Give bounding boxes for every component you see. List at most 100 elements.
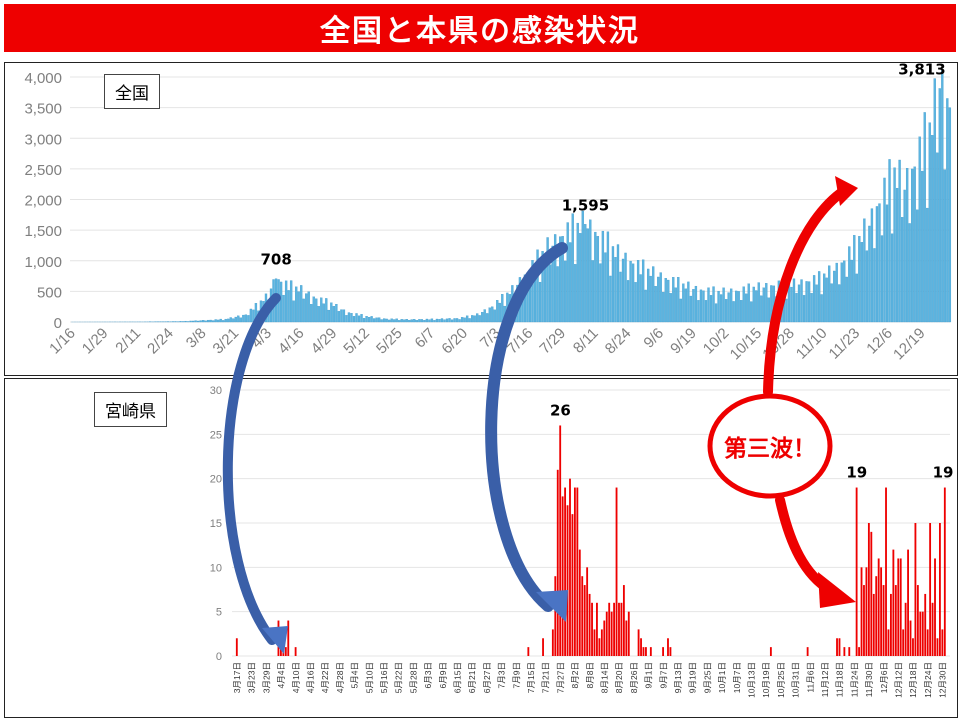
bar — [307, 291, 310, 323]
bar — [584, 224, 587, 323]
bar — [616, 244, 620, 323]
bar — [579, 233, 582, 323]
bar — [795, 293, 798, 323]
bar — [460, 317, 464, 323]
peak-label: 19 — [846, 464, 867, 482]
bar — [719, 294, 723, 323]
bar — [453, 318, 456, 323]
bar — [478, 315, 481, 323]
bar — [687, 281, 690, 323]
bar — [350, 313, 353, 323]
bar — [740, 300, 743, 323]
bar — [377, 317, 381, 323]
bar — [297, 291, 300, 323]
bar — [911, 168, 914, 323]
bar — [843, 260, 846, 323]
x-tick-label: 8月14日 — [599, 662, 609, 693]
bar — [174, 321, 177, 323]
bar — [682, 283, 685, 323]
y-tick-label: 0 — [54, 315, 62, 332]
bar — [907, 549, 909, 656]
bar — [843, 647, 846, 656]
bar — [792, 278, 796, 323]
bar — [184, 320, 187, 323]
bar — [450, 319, 454, 323]
bar — [905, 168, 909, 323]
bar — [571, 213, 574, 323]
bar — [870, 531, 873, 656]
bar — [855, 487, 858, 656]
bar — [898, 159, 901, 323]
x-tick-label: 5月16日 — [379, 662, 389, 693]
miyazaki-y-ticks: 30 25 20 15 10 5 0 — [210, 385, 222, 663]
bar — [476, 313, 479, 323]
bar — [566, 505, 569, 656]
bar — [865, 567, 868, 656]
bar — [621, 258, 625, 323]
bar — [244, 314, 248, 323]
bar — [610, 611, 613, 656]
bar — [757, 282, 760, 323]
bar — [310, 304, 313, 323]
x-tick-label: 8月2日 — [570, 662, 580, 688]
bar — [315, 298, 318, 323]
bar — [897, 558, 900, 656]
bar — [903, 189, 906, 323]
bar — [735, 290, 738, 323]
bar — [833, 270, 836, 323]
bar — [926, 207, 929, 323]
bar — [880, 235, 884, 323]
peak-label: 3,813 — [898, 60, 945, 78]
bar — [571, 514, 574, 656]
bar — [388, 319, 391, 323]
bar — [357, 315, 361, 323]
bar — [222, 320, 225, 323]
bar — [589, 219, 592, 323]
bar — [865, 250, 869, 323]
bar — [614, 257, 617, 323]
bar — [408, 319, 411, 323]
bar — [496, 300, 499, 323]
x-tick-label: 3月17日 — [232, 662, 242, 693]
bar — [191, 320, 195, 323]
bar — [337, 311, 341, 323]
bar — [767, 297, 771, 323]
x-tick-label: 11/10 — [793, 325, 831, 363]
bar — [702, 290, 705, 323]
bar — [742, 286, 745, 323]
x-tick-label: 12/19 — [890, 325, 929, 364]
bar — [674, 287, 677, 323]
wave3-arrowhead-down-icon — [818, 572, 856, 608]
bar — [615, 487, 618, 656]
x-tick-label: 2/24 — [144, 325, 177, 358]
bar — [880, 567, 883, 656]
bar — [546, 237, 549, 323]
x-tick-label: 3月29日 — [261, 662, 271, 693]
bar — [415, 320, 419, 323]
bar — [375, 317, 378, 323]
bar — [383, 318, 386, 323]
y-tick-label: 2,000 — [24, 193, 62, 210]
bar — [488, 307, 491, 323]
x-tick-label: 9月25日 — [702, 662, 712, 693]
bar — [916, 585, 919, 656]
x-tick-label: 10月7日 — [732, 662, 742, 693]
bar — [900, 217, 904, 323]
bar — [926, 629, 929, 656]
bar — [863, 585, 865, 656]
bar — [924, 593, 927, 656]
y-tick-label: 500 — [37, 284, 62, 301]
bar — [199, 320, 202, 323]
bar — [619, 271, 622, 323]
x-tick-label: 9月1日 — [644, 662, 654, 688]
x-tick-label: 12月12日 — [893, 662, 903, 698]
bar — [641, 259, 645, 323]
bar — [672, 277, 675, 323]
bar — [443, 319, 446, 323]
y-tick-label: 10 — [210, 562, 222, 574]
bar — [712, 286, 715, 323]
x-tick-label: 4/16 — [275, 325, 308, 358]
x-tick-label: 8月8日 — [585, 662, 595, 688]
bar — [229, 317, 232, 323]
bar — [914, 523, 917, 656]
